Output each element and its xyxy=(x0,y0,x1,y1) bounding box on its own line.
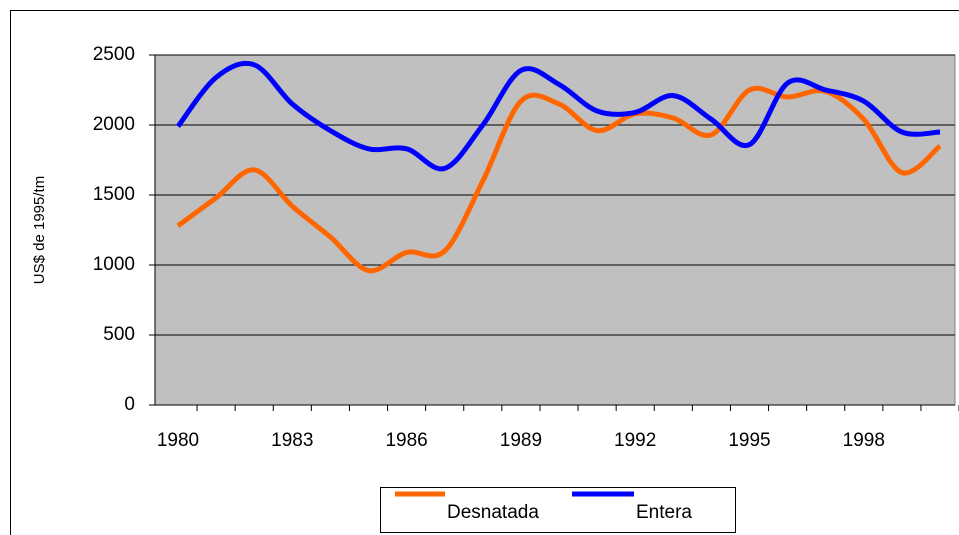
y-tick-label: 1500 xyxy=(93,184,135,205)
y-tick-label: 0 xyxy=(124,394,135,415)
y-tick-label: 1000 xyxy=(93,254,135,275)
x-tick-label: 1995 xyxy=(728,430,770,451)
x-tick-label: 1986 xyxy=(385,430,427,451)
legend-label: Desnatada xyxy=(447,502,539,523)
y-tick-label: 2500 xyxy=(93,44,135,65)
series-line xyxy=(176,85,942,274)
x-tick-label: 1983 xyxy=(271,430,313,451)
y-tick-label: 2000 xyxy=(93,114,135,135)
legend-label: Entera xyxy=(636,502,692,523)
x-tick-label: 1980 xyxy=(157,430,199,451)
x-tick-label: 1992 xyxy=(614,430,656,451)
x-tick-label: 1989 xyxy=(500,430,542,451)
x-tick-label: 1998 xyxy=(843,430,885,451)
plot-area xyxy=(154,54,956,406)
y-tick-label: 500 xyxy=(103,324,135,345)
series-line xyxy=(175,60,941,172)
y-axis-title: US$ de 1995/tm xyxy=(31,176,48,284)
